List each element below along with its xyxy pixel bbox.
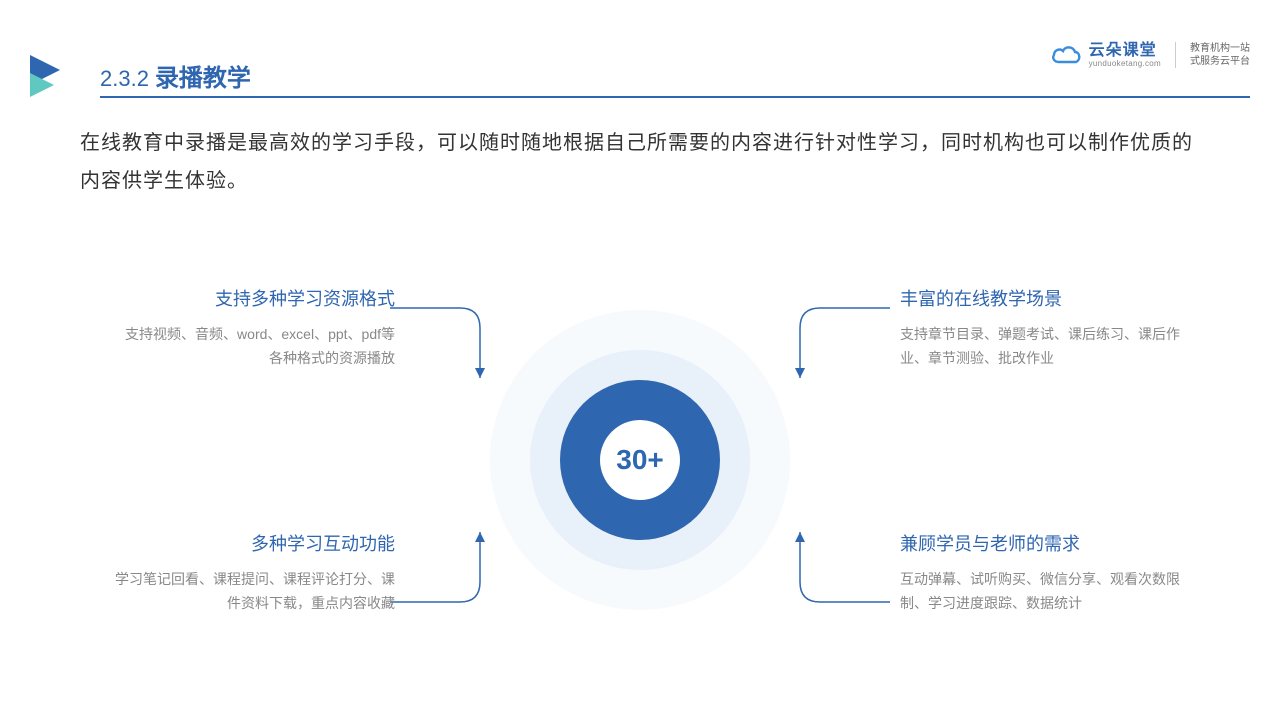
brand-tagline: 教育机构一站式服务云平台	[1190, 42, 1250, 68]
brand-url: yunduoketang.com	[1089, 60, 1161, 69]
section-number: 2.3.2	[100, 66, 149, 92]
feature-desc: 学习笔记回看、课程提问、课程评论打分、课件资料下载，重点内容收藏	[115, 568, 395, 616]
title-underline	[100, 96, 1250, 98]
brand-name: 云朵课堂	[1089, 42, 1161, 60]
section-heading: 录播教学	[155, 58, 251, 93]
slide-header: 2.3.2 录播教学 云朵课堂 yunduoketang.com 教育机构一站式…	[0, 30, 1280, 90]
feature-top-right: 丰富的在线教学场景 支持章节目录、弹题考试、课后练习、课后作业、章节测验、批改作…	[900, 285, 1180, 371]
feature-title: 兼顾学员与老师的需求	[900, 530, 1180, 556]
brand-divider	[1175, 42, 1176, 68]
feature-desc: 支持视频、音频、word、excel、ppt、pdf等各种格式的资源播放	[115, 323, 395, 371]
feature-title: 支持多种学习资源格式	[115, 285, 395, 311]
feature-desc: 支持章节目录、弹题考试、课后练习、课后作业、章节测验、批改作业	[900, 323, 1180, 371]
feature-diagram: 30+ 支持多种学习资源格式 支持视频、音频、word、excel、ppt、pd…	[0, 250, 1280, 670]
feature-bottom-left: 多种学习互动功能 学习笔记回看、课程提问、课程评论打分、课件资料下载，重点内容收…	[115, 530, 395, 616]
intro-paragraph: 在线教育中录播是最高效的学习手段，可以随时随地根据自己所需要的内容进行针对性学习…	[80, 124, 1200, 200]
center-label: 30+	[616, 444, 664, 476]
feature-desc: 互动弹幕、试听购买、微信分享、观看次数限制、学习进度跟踪、数据统计	[900, 568, 1180, 616]
feature-title: 多种学习互动功能	[115, 530, 395, 556]
center-circle: 30+	[490, 310, 790, 610]
section-title: 2.3.2 录播教学	[100, 58, 251, 93]
feature-bottom-right: 兼顾学员与老师的需求 互动弹幕、试听购买、微信分享、观看次数限制、学习进度跟踪、…	[900, 530, 1180, 616]
ring-inner: 30+	[600, 420, 680, 500]
brand-logo-block: 云朵课堂 yunduoketang.com 教育机构一站式服务云平台	[1051, 42, 1250, 68]
feature-top-left: 支持多种学习资源格式 支持视频、音频、word、excel、ppt、pdf等各种…	[115, 285, 395, 371]
feature-title: 丰富的在线教学场景	[900, 285, 1180, 311]
cloud-icon	[1051, 44, 1081, 66]
